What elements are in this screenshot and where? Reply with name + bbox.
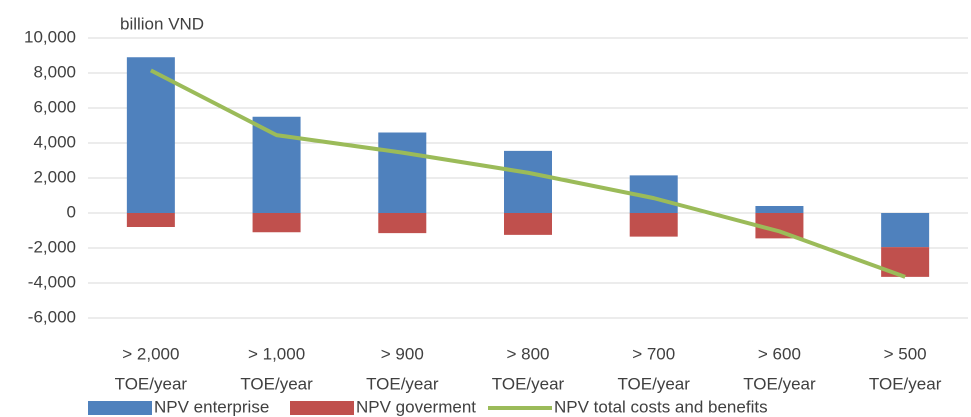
y-tick-label: 6,000 <box>33 97 76 116</box>
y-tick-label: 4,000 <box>33 132 76 151</box>
bar <box>252 213 301 233</box>
legend-swatch <box>88 401 152 415</box>
x-tick-label: > 500 <box>884 344 927 363</box>
y-tick-label: -2,000 <box>28 237 76 256</box>
y-tick-label: 8,000 <box>33 62 76 81</box>
x-tick-label: > 800 <box>506 344 549 363</box>
legend-swatch <box>290 401 354 415</box>
legend-label: NPV enterprise <box>154 397 269 416</box>
y-tick-label: -4,000 <box>28 272 76 291</box>
x-tick-label: > 600 <box>758 344 801 363</box>
x-tick-label: > 2,000 <box>122 344 179 363</box>
x-tick-label: > 700 <box>632 344 675 363</box>
line <box>149 68 906 279</box>
bar <box>504 213 552 235</box>
legend-label: NPV total costs and benefits <box>554 397 768 416</box>
bar <box>126 213 175 227</box>
x-tick-label: TOE/year <box>743 374 816 393</box>
y-tick-label: 2,000 <box>33 167 76 186</box>
bar <box>881 213 930 248</box>
bar <box>504 150 552 213</box>
y-tick-label: -6,000 <box>28 307 76 326</box>
x-tick-label: > 900 <box>381 344 424 363</box>
y-tick-label: 0 <box>67 202 76 221</box>
x-tick-label: TOE/year <box>240 374 313 393</box>
x-tick-label: TOE/year <box>869 374 942 393</box>
x-tick-label: TOE/year <box>492 374 565 393</box>
bar <box>755 206 804 213</box>
y-tick-label: 10,000 <box>24 27 76 46</box>
y-axis-label: billion VND <box>120 14 204 33</box>
bar <box>126 57 175 213</box>
bar <box>378 132 427 213</box>
x-tick-label: > 1,000 <box>248 344 305 363</box>
bar <box>378 213 427 234</box>
x-tick-label: TOE/year <box>366 374 439 393</box>
x-tick-label: TOE/year <box>115 374 188 393</box>
bar <box>252 116 301 213</box>
bar <box>629 213 678 237</box>
legend-label: NPV goverment <box>356 397 476 416</box>
x-tick-label: TOE/year <box>617 374 690 393</box>
